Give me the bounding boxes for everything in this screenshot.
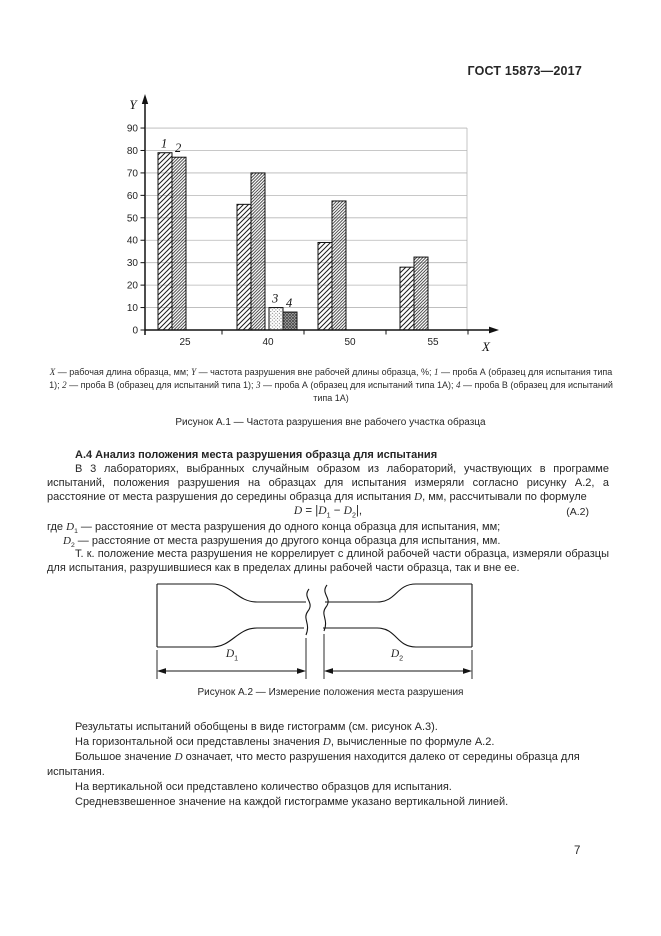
bar-series-1 (399, 266, 415, 331)
x-tick-label: 50 (344, 337, 356, 348)
y-tick-label: 20 (127, 281, 139, 292)
paragraph: Средневзвешенное значение на каждой гист… (75, 796, 509, 808)
y-tick-label: 40 (127, 236, 139, 247)
bar-number-label: 2 (175, 141, 181, 155)
formula-a2: D = |D1 − D2|, (293, 505, 363, 520)
figure-a2: D1 D2 (140, 576, 500, 711)
dimension-d1-label: D1 (225, 648, 239, 663)
formula-where-list: где D1 — расстояние от места разрушения … (47, 521, 609, 549)
figure-a1-caption: Рисунок А.1 — Частота разрушения вне раб… (175, 417, 486, 428)
page-number: 7 (574, 845, 581, 857)
y-axis-label: Y (129, 97, 138, 112)
x-tick-label: 55 (427, 337, 439, 348)
y-tick-label: 50 (127, 213, 139, 224)
section-a4-paragraph-2: Т. к. положение места разрушения не корр… (47, 548, 609, 574)
bar-series-3 (268, 307, 284, 331)
y-tick-label: 30 (127, 258, 139, 269)
specimen-diagram (156, 583, 473, 679)
paragraph: На вертикальной оси представлено количес… (75, 781, 452, 793)
bar-series-1 (317, 241, 333, 331)
y-tick-label: 80 (127, 146, 139, 157)
frequency-bar-chart: 0 10 20 30 40 50 60 70 80 90 25 40 50 55 Y X 1 2 3 4 (127, 94, 499, 354)
bar-series-2 (171, 156, 187, 331)
results-block: Результаты испытаний обобщены в виде гис… (47, 720, 609, 810)
formula-row: D = |D1 − D2|, (А.2) (47, 505, 609, 521)
x-axis-label: X (481, 339, 491, 354)
bar-series-2 (413, 256, 429, 331)
where-item-d2: D2 — расстояние от места разрушения до д… (63, 534, 501, 549)
bar-series-1 (157, 152, 173, 331)
y-tick-label: 10 (127, 303, 139, 314)
y-tick-label: 90 (127, 124, 139, 135)
figure-a1-legend: X — рабочая длина образца, мм; Y — часто… (49, 367, 613, 403)
paragraph: Результаты испытаний обобщены в виде гис… (75, 721, 438, 733)
y-tick-label: 70 (127, 168, 139, 179)
paragraph: Большое значение D означает, что место р… (47, 751, 580, 778)
bar-series-2 (331, 200, 347, 331)
bar-number-label: 3 (271, 292, 278, 306)
bar-series-2 (250, 172, 266, 331)
document-code: ГОСТ 15873—2017 (467, 64, 582, 78)
bar-series-4 (282, 311, 298, 331)
bar-number-label: 1 (161, 137, 167, 151)
bar-series-1 (236, 203, 252, 331)
x-tick-label: 40 (262, 337, 274, 348)
where-item-d1: где D1 — расстояние от места разрушения … (47, 521, 501, 536)
y-tick-label: 60 (127, 191, 139, 202)
dimension-d2-label: D2 (390, 648, 404, 663)
x-tick-label: 25 (179, 337, 191, 348)
y-tick-label: 0 (132, 326, 138, 337)
figure-a2-caption: Рисунок А.2 — Измерение положения места … (197, 687, 464, 698)
section-a4-paragraph-1: В 3 лабораториях, выбранных случайным об… (47, 463, 609, 503)
formula-number: (А.2) (566, 506, 589, 518)
bar-number-label: 4 (286, 296, 292, 310)
section-a4-heading: А.4 Анализ положения места разрушения об… (75, 449, 438, 461)
paragraph: На горизонтальной оси представлены значе… (75, 736, 495, 748)
